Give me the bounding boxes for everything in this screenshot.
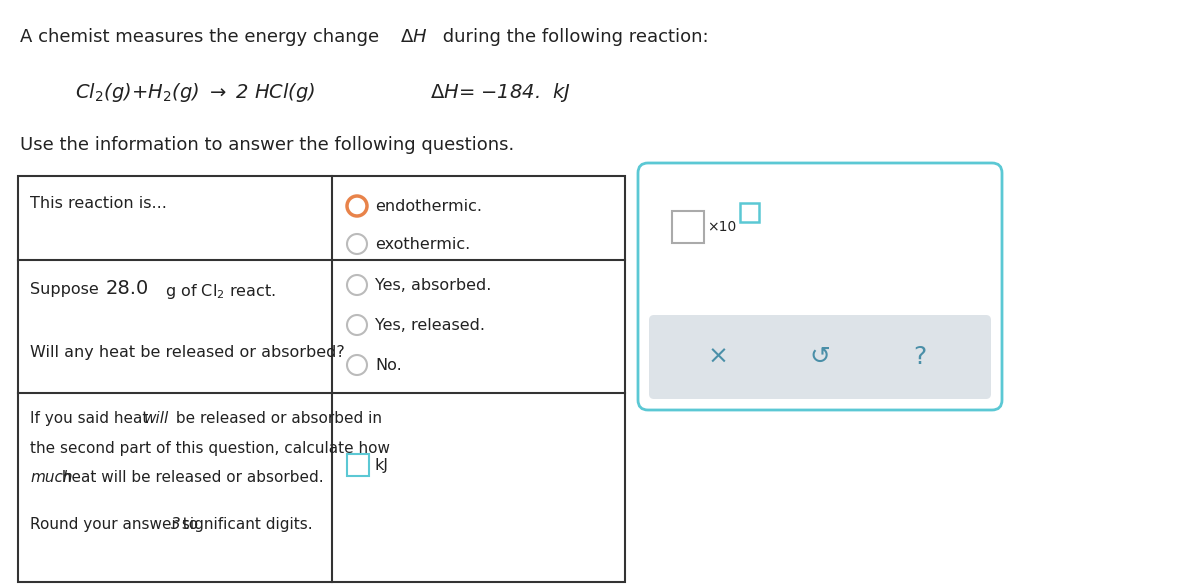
Circle shape [347, 196, 367, 216]
Text: endothermic.: endothermic. [374, 199, 482, 213]
Text: g of Cl$_2$ react.: g of Cl$_2$ react. [160, 282, 276, 301]
Text: Suppose: Suppose [30, 282, 104, 297]
Text: Yes, absorbed.: Yes, absorbed. [374, 278, 491, 292]
Text: Yes, released.: Yes, released. [374, 318, 485, 332]
Text: ×: × [708, 345, 728, 369]
FancyBboxPatch shape [18, 176, 625, 582]
Text: ↺: ↺ [810, 345, 830, 369]
Text: significant digits.: significant digits. [178, 517, 313, 532]
Text: 28.0: 28.0 [106, 279, 149, 298]
Text: Cl$_2$(g)+H$_2$(g) $\rightarrow$ 2 HCl($g$): Cl$_2$(g)+H$_2$(g) $\rightarrow$ 2 HCl($… [74, 81, 316, 104]
Text: exothermic.: exothermic. [374, 236, 470, 252]
Circle shape [347, 275, 367, 295]
Circle shape [347, 315, 367, 335]
Circle shape [347, 355, 367, 375]
Text: ?: ? [913, 345, 926, 369]
Text: during the following reaction:: during the following reaction: [437, 28, 709, 46]
Text: A chemist measures the energy change: A chemist measures the energy change [20, 28, 385, 46]
Text: heat will be released or absorbed.: heat will be released or absorbed. [56, 470, 324, 485]
Circle shape [347, 234, 367, 254]
Text: $\Delta H$= −184.  kJ: $\Delta H$= −184. kJ [430, 81, 571, 104]
Text: ×10: ×10 [707, 220, 737, 234]
Text: This reaction is...: This reaction is... [30, 196, 167, 211]
Text: kJ: kJ [374, 457, 389, 473]
Text: 3: 3 [170, 517, 180, 532]
Text: be released or absorbed in: be released or absorbed in [170, 411, 382, 426]
Text: Use the information to answer the following questions.: Use the information to answer the follow… [20, 136, 515, 154]
Text: will: will [144, 411, 169, 426]
Text: the second part of this question, calculate how: the second part of this question, calcul… [30, 440, 390, 456]
Text: $\Delta H$: $\Delta H$ [400, 28, 427, 46]
FancyBboxPatch shape [740, 203, 760, 222]
Text: much: much [30, 470, 72, 485]
Text: If you said heat: If you said heat [30, 411, 154, 426]
Text: Round your answer to: Round your answer to [30, 517, 203, 532]
Text: Will any heat be released or absorbed?: Will any heat be released or absorbed? [30, 345, 344, 360]
Text: No.: No. [374, 358, 402, 373]
FancyBboxPatch shape [347, 454, 370, 476]
FancyBboxPatch shape [672, 211, 704, 243]
FancyBboxPatch shape [649, 315, 991, 399]
FancyBboxPatch shape [638, 163, 1002, 410]
